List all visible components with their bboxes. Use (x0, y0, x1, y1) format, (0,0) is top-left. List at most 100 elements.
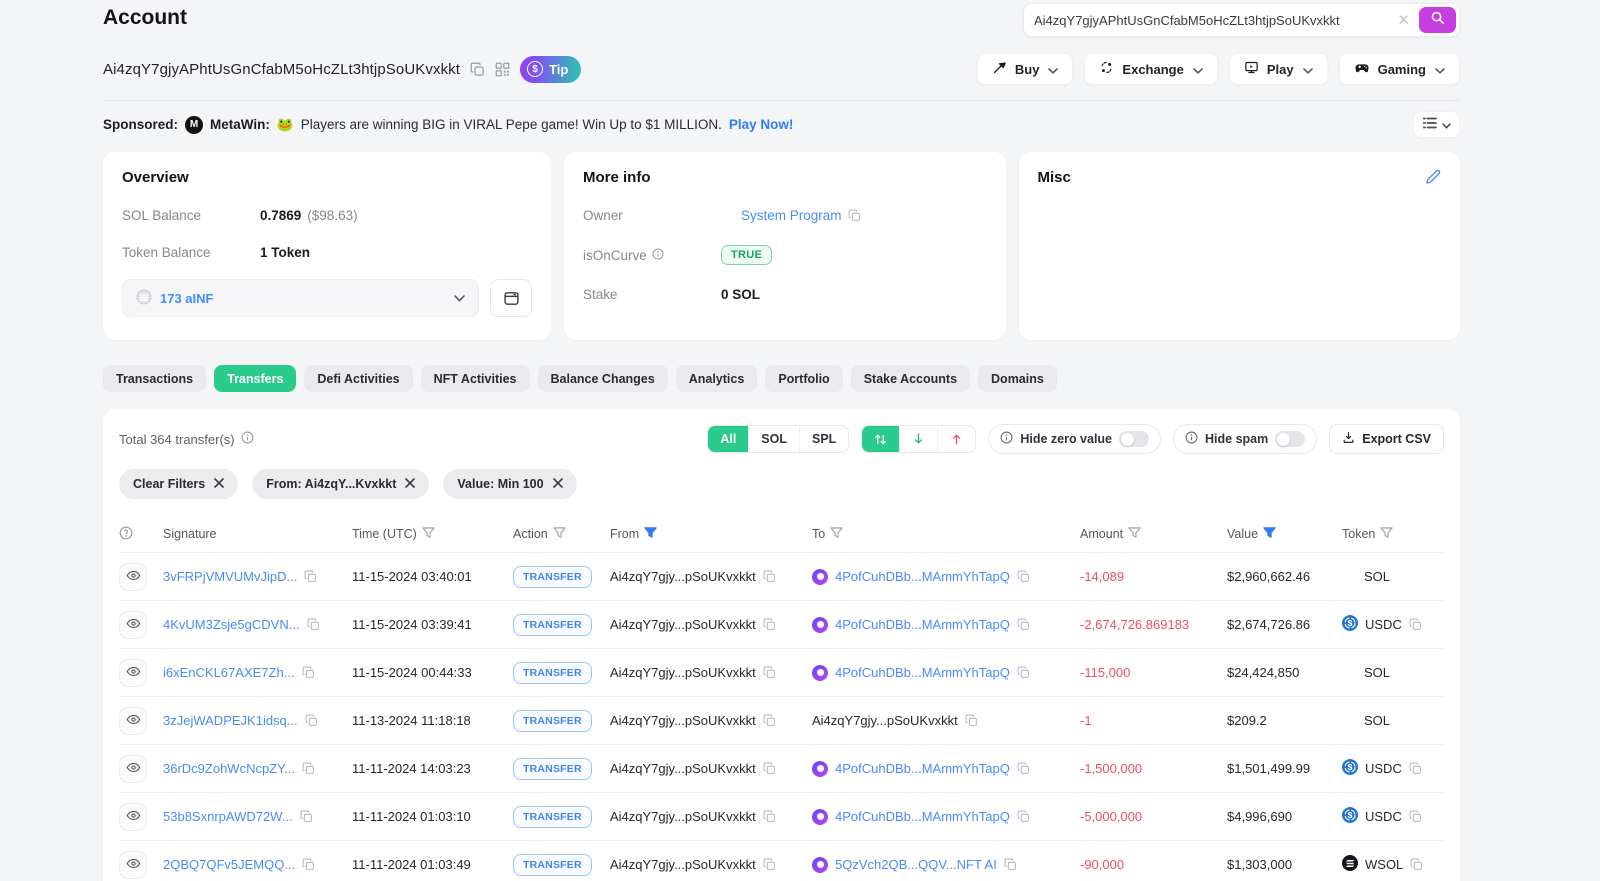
tab-transfers[interactable]: Transfers (214, 365, 296, 392)
search-box: ✕ (1023, 3, 1460, 37)
copy-owner-icon[interactable] (848, 209, 861, 222)
copy-icon[interactable] (763, 762, 776, 775)
copy-icon[interactable] (302, 762, 315, 775)
copy-icon[interactable] (1409, 762, 1422, 775)
copy-icon[interactable] (300, 810, 313, 823)
filter-active-icon[interactable] (644, 527, 657, 542)
copy-icon[interactable] (1410, 858, 1423, 871)
tab-domains[interactable]: Domains (978, 365, 1057, 392)
token-dropdown[interactable]: 173 aINF (122, 279, 479, 317)
copy-icon[interactable] (965, 714, 978, 727)
copy-icon[interactable] (1409, 810, 1422, 823)
copy-icon[interactable] (302, 666, 315, 679)
copy-icon[interactable] (1017, 762, 1030, 775)
signature-link[interactable]: 36rDc9ZohWcNcpZY... (163, 761, 295, 776)
copy-address-icon[interactable] (470, 62, 485, 77)
signature-link[interactable]: 4KvUM3Zsje5gCDVN... (163, 617, 300, 632)
copy-icon[interactable] (1409, 618, 1422, 631)
nav-play-button[interactable]: Play (1229, 53, 1328, 85)
to-avatar (812, 665, 828, 681)
preview-eye-button[interactable] (119, 803, 147, 831)
export-csv-button[interactable]: Export CSV (1329, 424, 1444, 454)
owner-link[interactable]: System Program (741, 208, 842, 223)
tab-nft-activities[interactable]: NFT Activities (421, 365, 530, 392)
copy-icon[interactable] (763, 858, 776, 871)
filter-chip-clear-filters[interactable]: Clear Filters (119, 469, 238, 499)
action-badge: TRANSFER (513, 758, 592, 780)
preview-eye-button[interactable] (119, 563, 147, 591)
ad-display-options-button[interactable] (1413, 111, 1460, 138)
copy-icon[interactable] (1017, 618, 1030, 631)
play-now-link[interactable]: Play Now! (729, 117, 794, 132)
to-address-link[interactable]: 4PofCuhDBb...MAmmYhTapQ (835, 617, 1010, 632)
tab-analytics[interactable]: Analytics (676, 365, 758, 392)
filter-icon[interactable] (830, 527, 843, 542)
copy-icon[interactable] (763, 618, 776, 631)
copy-icon[interactable] (302, 858, 315, 871)
signature-link[interactable]: 2QBQ7QFv5JEMQQ... (163, 857, 295, 872)
tab-balance-changes[interactable]: Balance Changes (538, 365, 668, 392)
copy-icon[interactable] (1017, 810, 1030, 823)
nav-gaming-button[interactable]: Gaming (1339, 53, 1460, 85)
nav-buy-button[interactable]: Buy (977, 53, 1074, 85)
filter-icon[interactable] (553, 527, 566, 542)
tip-button[interactable]: $ Tip (520, 56, 581, 83)
copy-icon[interactable] (1017, 666, 1030, 679)
signature-link[interactable]: 3vFRPjVMVUMvJipD... (163, 569, 297, 584)
tab-defi-activities[interactable]: Defi Activities (304, 365, 412, 392)
copy-icon[interactable] (305, 714, 318, 727)
copy-icon[interactable] (1004, 858, 1017, 871)
sort-out-button[interactable] (937, 426, 975, 452)
tab-stake-accounts[interactable]: Stake Accounts (851, 365, 970, 392)
question-icon[interactable] (119, 526, 133, 543)
signature-link[interactable]: 3zJejWADPEJK1idsq... (163, 713, 298, 728)
filter-chip-value[interactable]: Value: Min 100 (443, 469, 576, 499)
signature-link[interactable]: i6xEnCKL67AXE7Zh... (163, 665, 295, 680)
filter-icon[interactable] (422, 527, 435, 542)
signature-link[interactable]: 53b8SxnrpAWD72W... (163, 809, 293, 824)
copy-icon[interactable] (763, 810, 776, 823)
to-address-link[interactable]: 5QzVch2QB...QQV...NFT AI (835, 857, 997, 872)
preview-eye-button[interactable] (119, 851, 147, 879)
close-icon[interactable] (214, 477, 224, 491)
close-icon[interactable] (405, 477, 415, 491)
copy-icon[interactable] (763, 714, 776, 727)
nav-exchange-button[interactable]: Exchange (1084, 53, 1217, 85)
preview-eye-button[interactable] (119, 611, 147, 639)
token-filter-sol[interactable]: SOL (748, 426, 799, 452)
search-button[interactable] (1419, 7, 1456, 33)
filter-active-icon[interactable] (1263, 527, 1276, 542)
preview-eye-button[interactable] (119, 707, 147, 735)
copy-icon[interactable] (307, 618, 320, 631)
tab-transactions[interactable]: Transactions (103, 365, 206, 392)
filter-icon[interactable] (1128, 527, 1141, 542)
token-filter-spl[interactable]: SPL (799, 426, 848, 452)
edit-pencil-icon[interactable] (1425, 169, 1441, 190)
close-icon[interactable] (553, 477, 563, 491)
filter-icon[interactable] (1380, 527, 1393, 542)
preview-eye-button[interactable] (119, 659, 147, 687)
clear-search-icon[interactable]: ✕ (1388, 11, 1419, 29)
copy-icon[interactable] (1017, 570, 1030, 583)
copy-icon[interactable] (304, 570, 317, 583)
hide-spam-control: Hide spam (1173, 424, 1317, 454)
token-filter-all[interactable]: All (708, 426, 748, 452)
sort-in-button[interactable] (899, 426, 937, 452)
table-header: SignatureTime (UTC)ActionFromToAmountVal… (119, 516, 1444, 552)
to-address-link[interactable]: 4PofCuhDBb...MAmmYhTapQ (835, 809, 1010, 824)
token-name: SOL (1364, 713, 1390, 728)
wallet-view-button[interactable] (490, 279, 532, 317)
to-address-link[interactable]: 4PofCuhDBb...MAmmYhTapQ (835, 761, 1010, 776)
tab-portfolio[interactable]: Portfolio (765, 365, 842, 392)
to-address-link[interactable]: 4PofCuhDBb...MAmmYhTapQ (835, 569, 1010, 584)
to-address-link[interactable]: 4PofCuhDBb...MAmmYhTapQ (835, 665, 1010, 680)
qr-code-icon[interactable] (495, 62, 510, 77)
search-input[interactable] (1024, 13, 1388, 28)
filter-chip-from[interactable]: From: Ai4zqY...Kvxkkt (252, 469, 429, 499)
hide-zero-toggle[interactable] (1119, 431, 1149, 447)
preview-eye-button[interactable] (119, 755, 147, 783)
copy-icon[interactable] (763, 570, 776, 583)
copy-icon[interactable] (763, 666, 776, 679)
sort-both-button[interactable] (862, 426, 899, 452)
hide-spam-toggle[interactable] (1275, 431, 1305, 447)
